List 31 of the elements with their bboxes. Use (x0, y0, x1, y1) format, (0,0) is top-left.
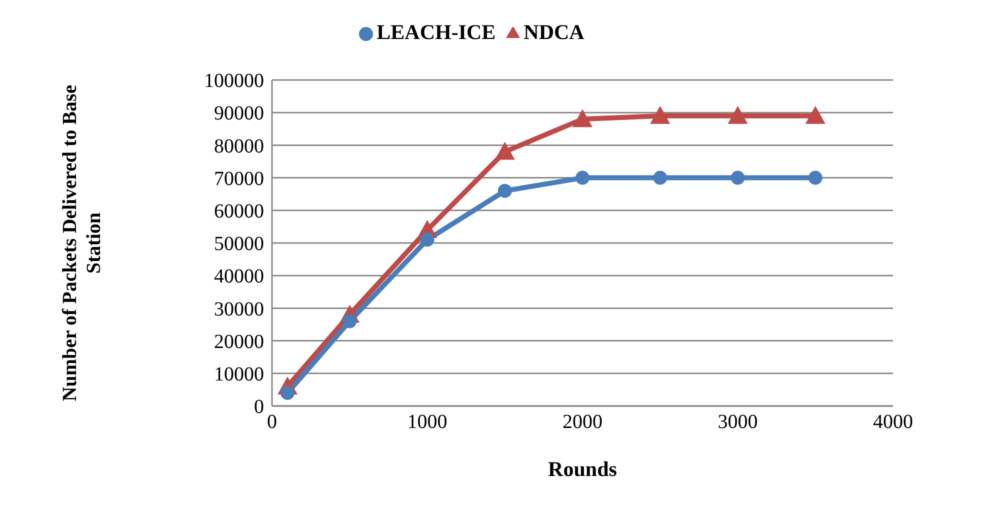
x-tick-label: 4000 (873, 411, 913, 434)
x-tick-label: 3000 (718, 411, 758, 434)
legend-label: NDCA (524, 20, 584, 44)
point (494, 142, 515, 160)
point (342, 314, 357, 328)
point (805, 106, 826, 124)
y-tick-label: 20000 (214, 330, 264, 353)
point (576, 170, 590, 185)
y-tick-label: 0 (254, 396, 264, 418)
x-tick-label: 1000 (407, 411, 448, 434)
legend-label: LEACH-ICE (376, 20, 496, 44)
y-tick-label: 50000 (214, 233, 264, 256)
y-tick-label: 100000 (204, 70, 264, 92)
y-tick-label: 40000 (214, 266, 264, 288)
point (572, 109, 592, 128)
point (728, 106, 748, 124)
point (650, 106, 670, 124)
y-tick-label: 10000 (214, 364, 264, 386)
point (420, 232, 434, 247)
point (498, 184, 512, 198)
y-tick-label: 60000 (214, 200, 264, 222)
x-axis-title: Rounds (548, 457, 617, 481)
y-tick-label: 30000 (214, 298, 264, 320)
y-axis-title: Number of Packets Delivered to Base Station (59, 84, 105, 402)
y-tick-label: 80000 (214, 135, 264, 158)
point (653, 170, 668, 185)
y-tick-label: 70000 (214, 168, 264, 190)
point (730, 170, 745, 185)
point (808, 170, 822, 185)
x-tick-label: 2000 (562, 411, 602, 434)
y-tick-label: 90000 (214, 102, 264, 125)
